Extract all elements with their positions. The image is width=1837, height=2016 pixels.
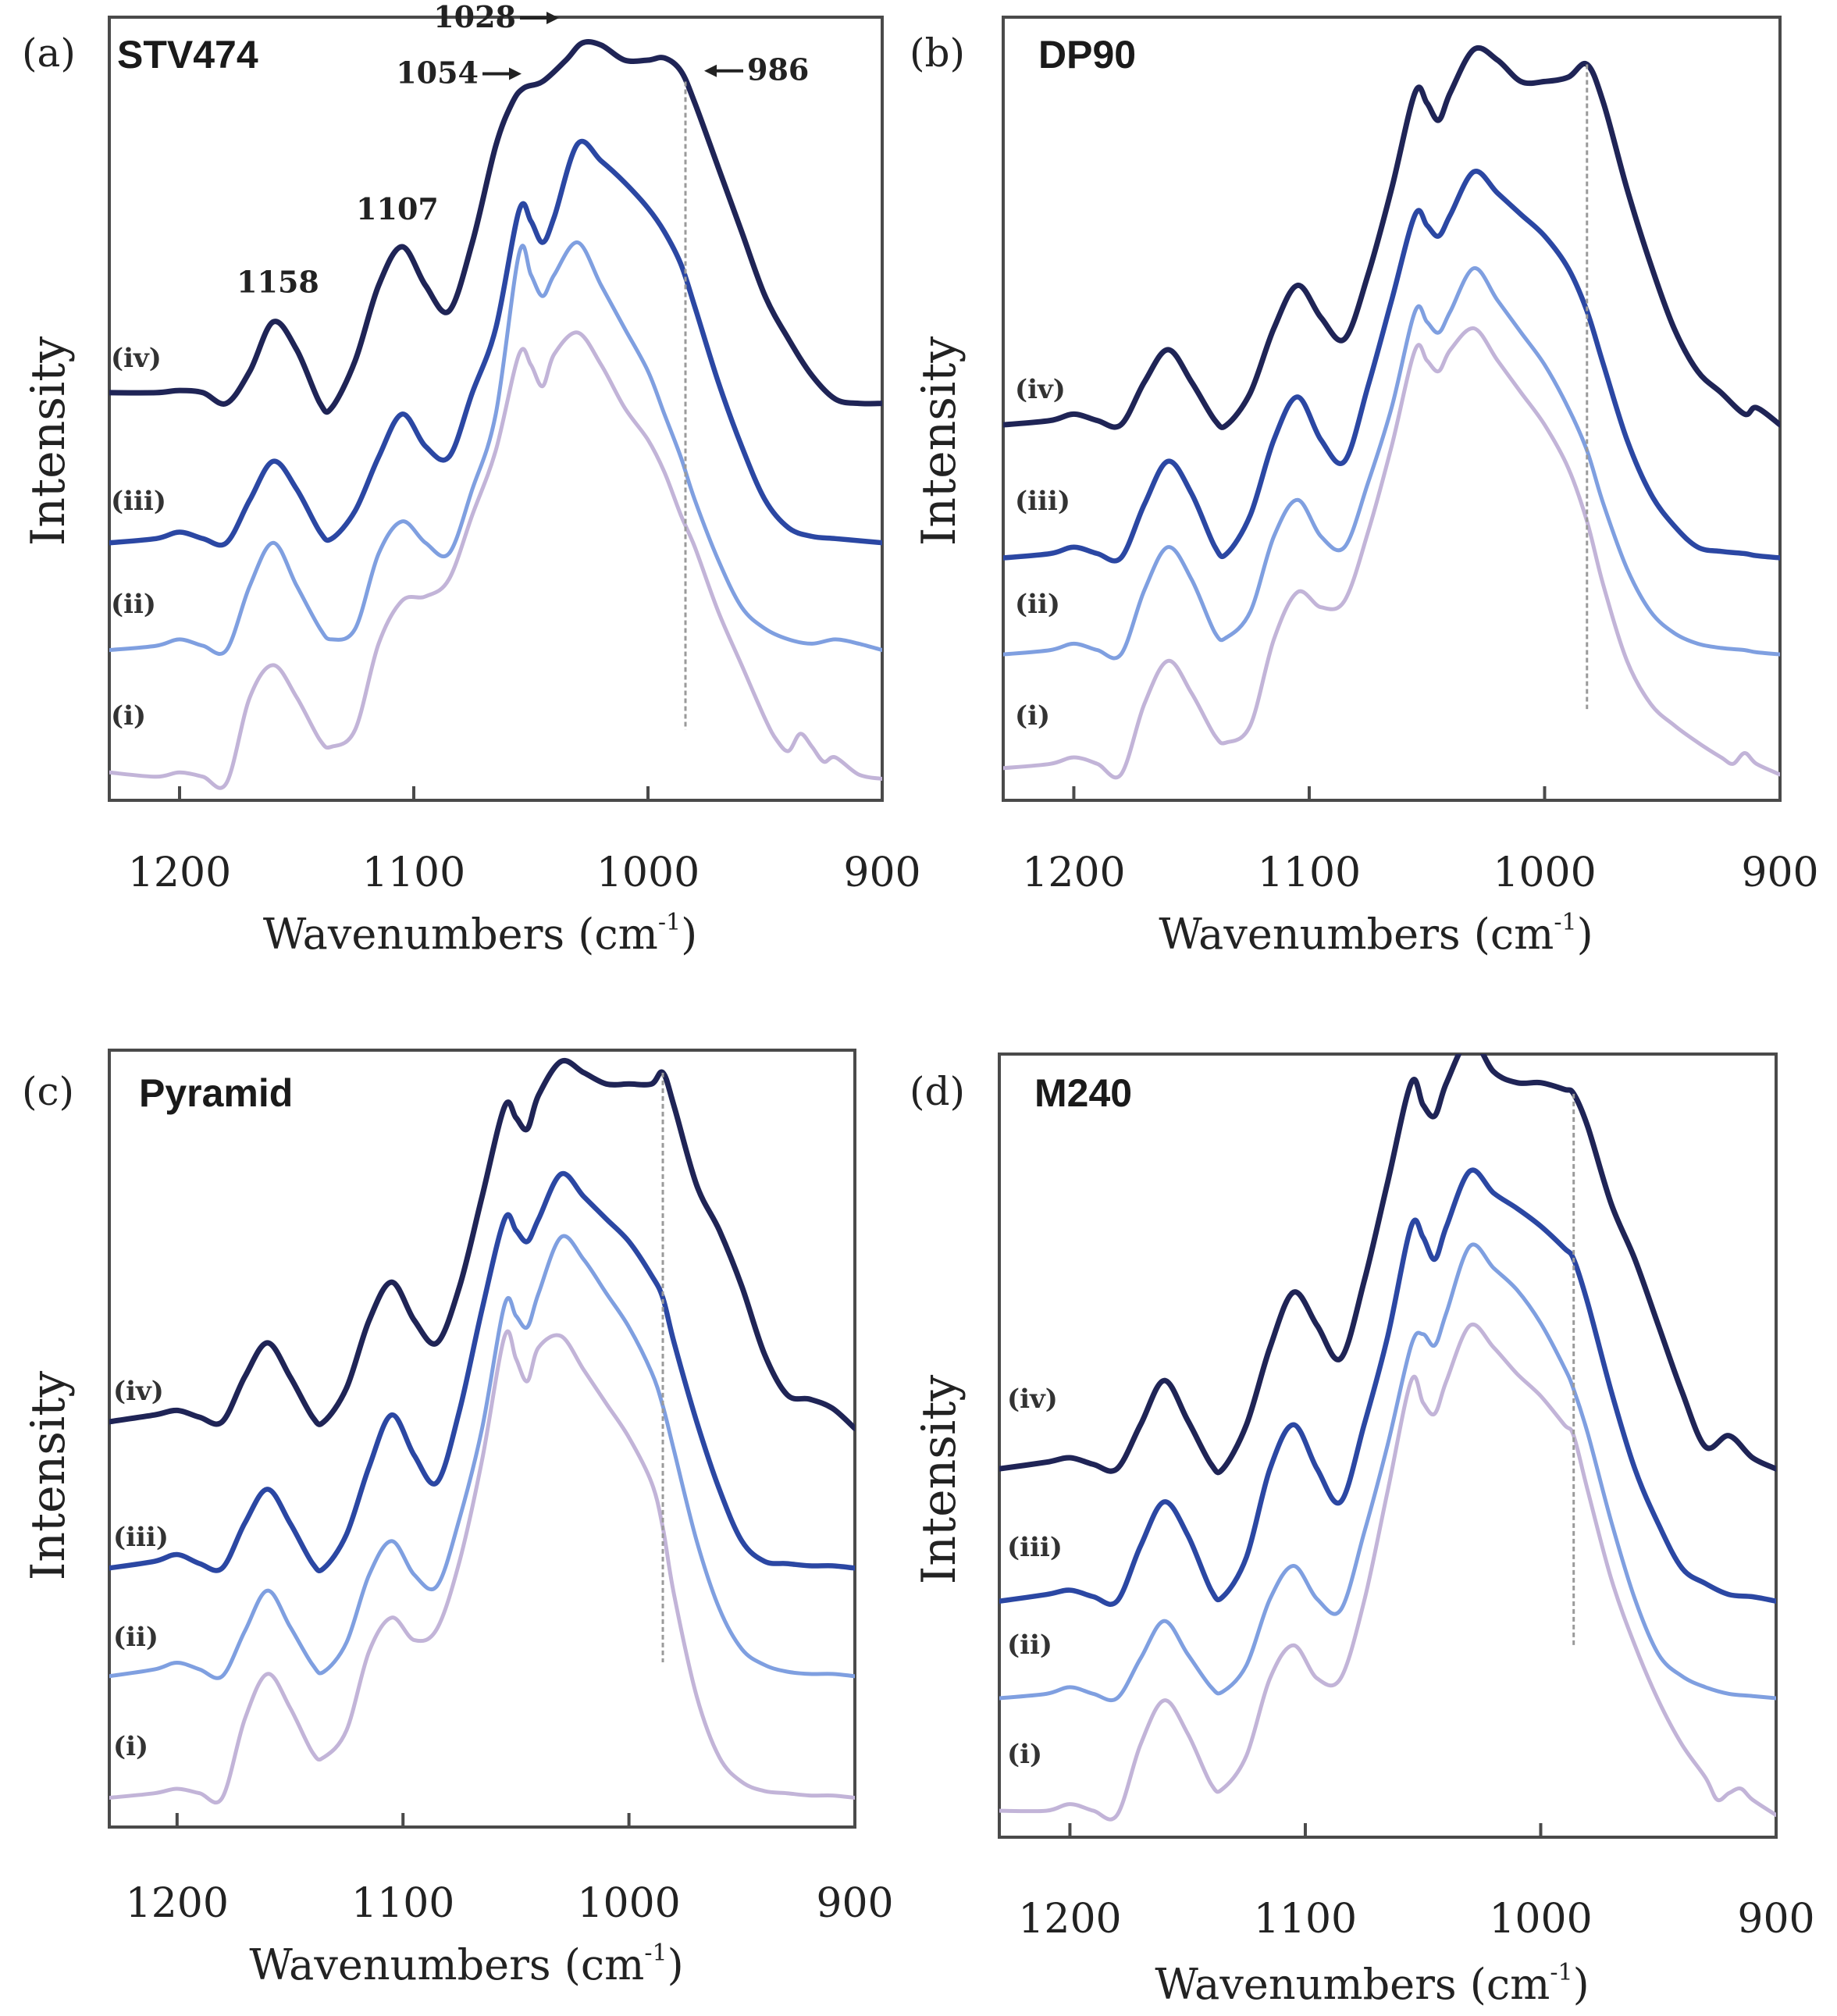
- series-line-iii: [109, 1170, 855, 1573]
- panel-title: STV474: [117, 33, 258, 77]
- series-group: [1003, 45, 1780, 780]
- series-line-iv: [1003, 45, 1780, 430]
- series-group: [109, 38, 882, 790]
- x-axis-label-close: ): [668, 1940, 684, 1989]
- x-axis-label-sup: -1: [658, 909, 681, 936]
- y-axis-label: Intensity: [912, 337, 967, 547]
- series-line-ii: [999, 1242, 1776, 1703]
- x-tick-label: 1200: [128, 849, 231, 896]
- series-line-ii: [109, 240, 882, 656]
- series-line-iv: [999, 1054, 1776, 1476]
- series-label: (i): [113, 1731, 148, 1762]
- panel-label: (a): [22, 30, 76, 76]
- x-axis-label-sup: -1: [644, 1939, 667, 1967]
- panel-d: (d) M240 Intensity Wavenumbers (cm-1) 12…: [910, 1053, 1815, 2009]
- panel-label: (c): [22, 1069, 74, 1114]
- y-axis-label: Intensity: [21, 337, 76, 547]
- peak-arrowhead: [509, 67, 522, 80]
- series-label: (ii): [111, 589, 156, 620]
- y-axis-label: Intensity: [912, 1375, 967, 1585]
- series-line-ii: [1003, 266, 1780, 661]
- series-label: (iii): [113, 1522, 169, 1553]
- x-axis-label-close: ): [681, 910, 697, 959]
- x-tick-label: 900: [843, 849, 920, 896]
- peak-label: 986: [747, 52, 809, 87]
- x-tick-label: 1100: [1258, 849, 1361, 896]
- series-label: (iii): [1015, 486, 1070, 517]
- panel-label: (b): [910, 30, 965, 76]
- x-axis-label-sup: -1: [1550, 1959, 1572, 1986]
- panel-b: (b) DP90 Intensity Wavenumbers (cm-1) 12…: [910, 16, 1819, 959]
- x-axis-label: Wavenumbers (cm-1): [1159, 909, 1593, 959]
- series-label: (iii): [111, 486, 166, 517]
- peak-label: 1158: [237, 264, 319, 299]
- peak-arrowhead: [546, 11, 559, 24]
- x-tick-label: 1200: [1018, 1896, 1121, 1943]
- x-tick-label: 1100: [1254, 1896, 1357, 1943]
- x-tick-label: 1200: [126, 1880, 229, 1927]
- series-line-i: [109, 330, 882, 790]
- x-tick-label: 1100: [362, 849, 465, 896]
- panel-label: (d): [910, 1069, 965, 1114]
- panel-title: M240: [1034, 1071, 1132, 1115]
- peak-label: 1107: [356, 191, 439, 226]
- x-tick-label: 1000: [1493, 849, 1596, 896]
- x-tick-label: 1000: [1489, 1896, 1592, 1943]
- plot-frame: [108, 1049, 856, 1829]
- x-axis-label: Wavenumbers (cm-1): [249, 1939, 683, 1989]
- series-label: (ii): [113, 1622, 158, 1653]
- series-line-iv: [109, 1057, 855, 1431]
- x-axis-label: Wavenumbers (cm-1): [263, 909, 697, 959]
- peak-label: 1054: [396, 55, 479, 91]
- x-axis-label: Wavenumbers (cm-1): [1155, 1959, 1589, 2009]
- x-tick-label: 900: [816, 1880, 893, 1927]
- series-label: (iv): [1007, 1384, 1058, 1415]
- series-line-iii: [999, 1167, 1776, 1607]
- series-label: (i): [111, 700, 146, 732]
- panel-a: (a) STV474 Intensity Wavenumbers (cm-1) …: [21, 0, 921, 959]
- series-line-i: [999, 1322, 1776, 1822]
- series-label: (i): [1007, 1739, 1042, 1770]
- x-tick-label: 1100: [351, 1880, 454, 1927]
- panel-title: DP90: [1038, 33, 1136, 77]
- series-line-i: [1003, 326, 1780, 780]
- series-label: (ii): [1015, 589, 1060, 620]
- x-axis-label-close: ): [1573, 1960, 1590, 2009]
- series-label: (iv): [1015, 374, 1066, 405]
- x-axis-label-sup: -1: [1554, 909, 1576, 936]
- x-tick-label: 900: [1741, 849, 1818, 896]
- plot-frame: [998, 1053, 1778, 1839]
- plot-frame: [1002, 16, 1782, 802]
- series-label: (iii): [1007, 1532, 1063, 1563]
- x-axis-label-main: Wavenumbers (cm: [1159, 910, 1554, 959]
- x-tick-label: 1000: [596, 849, 700, 896]
- peak-label: 1028: [433, 0, 516, 34]
- series-group: [109, 1057, 855, 1805]
- panel-c: (c) Pyramid Intensity Wavenumbers (cm-1)…: [21, 1049, 894, 1989]
- x-tick-label: 1200: [1022, 849, 1125, 896]
- series-label: (i): [1015, 700, 1050, 732]
- x-tick-label: 1000: [577, 1880, 680, 1927]
- series-line-iii: [1003, 169, 1780, 564]
- x-tick-label: 900: [1737, 1896, 1814, 1943]
- x-axis-label-main: Wavenumbers (cm: [249, 1940, 644, 1989]
- series-line-iii: [109, 139, 882, 548]
- series-label: (iv): [113, 1376, 164, 1407]
- plot-frame: [108, 16, 884, 802]
- series-line-ii: [109, 1234, 855, 1680]
- series-line-iv: [109, 38, 882, 415]
- series-line-i: [109, 1329, 855, 1805]
- series-label: (iv): [111, 343, 162, 374]
- x-axis-label-main: Wavenumbers (cm: [1155, 1960, 1550, 2009]
- y-axis-label: Intensity: [21, 1371, 76, 1581]
- panel-title: Pyramid: [139, 1071, 293, 1115]
- peak-arrowhead: [704, 64, 717, 77]
- series-group: [999, 1054, 1776, 1822]
- x-axis-label-main: Wavenumbers (cm: [263, 910, 658, 959]
- series-label: (ii): [1007, 1630, 1052, 1661]
- x-axis-label-close: ): [1577, 910, 1593, 959]
